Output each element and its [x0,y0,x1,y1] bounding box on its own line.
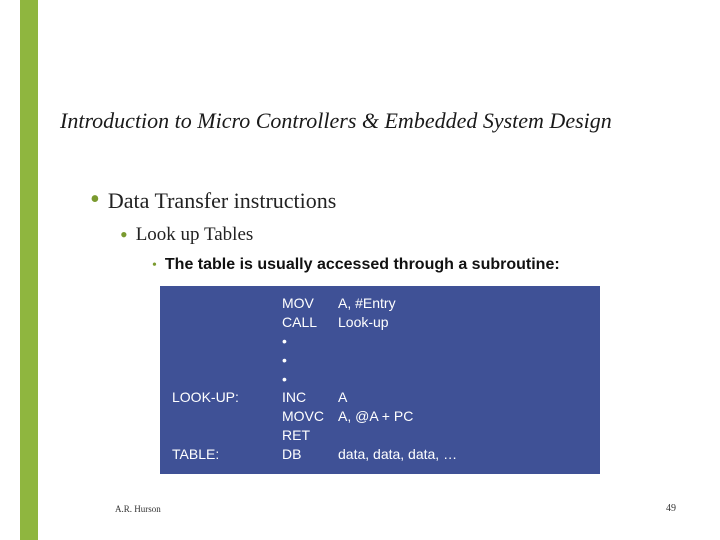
code-arg [338,426,588,445]
code-label: LOOK-UP: [172,388,282,407]
bullet-level2: • Look up Tables [120,224,670,246]
code-ellipsis: • [172,332,588,351]
bullet-icon: • [90,186,100,214]
slide-title: Introduction to Micro Controllers & Embe… [60,108,670,134]
code-ellipsis: • [172,351,588,370]
bullet-icon: • [152,259,157,273]
code-label [172,313,282,332]
code-arg: A, @A + PC [338,407,588,426]
code-op: MOV [282,294,338,313]
code-op: RET [282,426,338,445]
code-line: MOVC A, @A + PC [172,407,588,426]
bullet-level1: • Data Transfer instructions [90,188,670,216]
bullet1-text: Data Transfer instructions [108,188,337,214]
code-op: DB [282,445,338,464]
code-line: CALL Look-up [172,313,588,332]
footer-author: A.R. Hurson [115,504,161,514]
bullet2-text: Look up Tables [136,224,254,246]
code-op: CALL [282,313,338,332]
code-arg: Look-up [338,313,588,332]
bullet-level3: • The table is usually accessed through … [152,256,670,274]
code-block: MOV A, #Entry CALL Look-up • • • LOOK-UP… [160,286,600,474]
code-arg: A, #Entry [338,294,588,313]
code-label [172,407,282,426]
code-arg: A [338,388,588,407]
code-line: RET [172,426,588,445]
code-arg: data, data, data, … [338,445,588,464]
bullet3-text: The table is usually accessed through a … [165,256,560,274]
code-line: MOV A, #Entry [172,294,588,313]
code-op: MOVC [282,407,338,426]
code-label [172,294,282,313]
footer-page-number: 49 [666,503,676,514]
bullet-icon: • [120,224,128,246]
code-op: INC [282,388,338,407]
code-ellipsis: • [172,370,588,389]
code-label [172,426,282,445]
slide: Introduction to Micro Controllers & Embe… [0,0,720,540]
code-line: LOOK-UP: INC A [172,388,588,407]
code-line: TABLE: DB data, data, data, … [172,445,588,464]
code-label: TABLE: [172,445,282,464]
